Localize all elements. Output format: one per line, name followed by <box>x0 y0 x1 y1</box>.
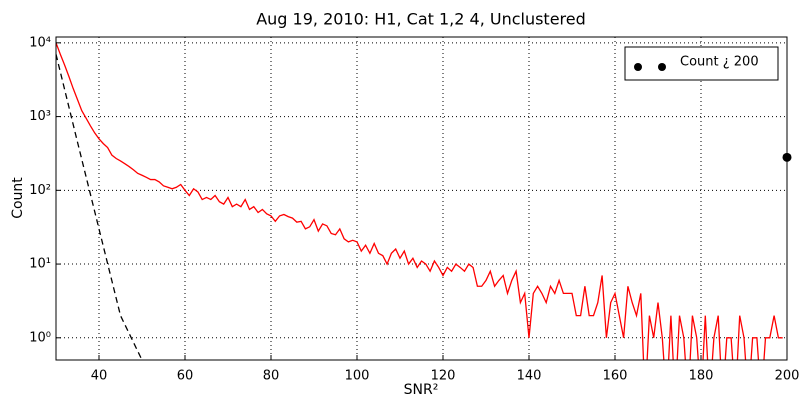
x-tick-label: 60 <box>177 369 194 384</box>
data-line <box>56 54 143 360</box>
x-tick-label: 120 <box>431 369 456 384</box>
x-tick-label: 100 <box>345 369 370 384</box>
x-tick-label: 80 <box>263 369 280 384</box>
x-tick-label: 40 <box>91 369 108 384</box>
data-point <box>782 152 792 162</box>
legend-label: Count ¿ 200 <box>680 55 759 70</box>
legend-marker <box>658 63 666 71</box>
y-tick-label: 10³ <box>29 109 51 124</box>
x-tick-label: 160 <box>603 369 628 384</box>
x-tick-label: 200 <box>775 369 800 384</box>
x-tick-label: 140 <box>517 369 542 384</box>
chart-title: Aug 19, 2010: H1, Cat 1,2 4, Unclustered <box>256 10 586 29</box>
y-tick-label: 10² <box>29 183 51 198</box>
plot-area <box>56 37 787 360</box>
data-line <box>56 42 783 360</box>
legend-box <box>624 46 779 81</box>
x-tick-label: 180 <box>689 369 714 384</box>
axes-frame <box>55 36 788 361</box>
y-axis-label: Count <box>10 177 26 219</box>
legend-marker <box>634 63 642 71</box>
y-tick-label: 10¹ <box>29 257 51 272</box>
x-axis-label: SNR² <box>404 382 439 398</box>
y-tick-label: 10⁴ <box>29 35 51 50</box>
y-tick-label: 10⁰ <box>29 330 51 345</box>
